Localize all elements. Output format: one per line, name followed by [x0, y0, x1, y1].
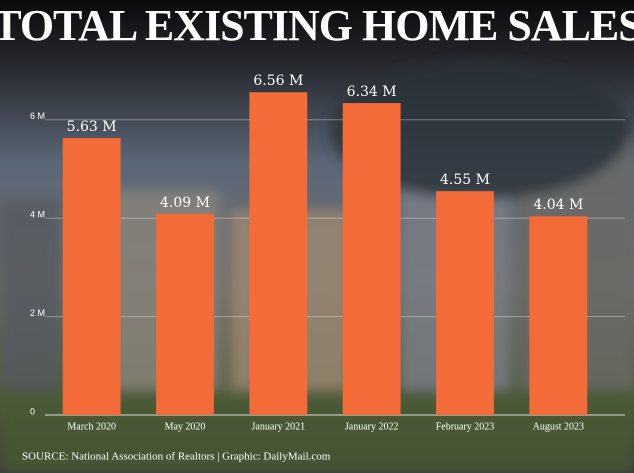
chart-title: TOTAL EXISTING HOME SALES: [0, 1, 634, 50]
x-tick-label: August 2023: [533, 421, 584, 432]
y-tick-label: 0: [30, 406, 35, 416]
value-label: 5.63 M: [67, 119, 117, 135]
x-tick-label: March 2020: [67, 421, 116, 432]
x-tick-label: January 2022: [345, 421, 399, 432]
bar: [249, 92, 308, 416]
value-label: 4.09 M: [160, 195, 210, 211]
value-label: 6.34 M: [347, 84, 397, 100]
bar: [62, 138, 121, 415]
bar: [156, 213, 214, 415]
x-tick-label: February 2023: [436, 421, 495, 432]
value-label: 4.55 M: [440, 172, 490, 188]
source: SOURCE: National Association of Realtors…: [22, 451, 331, 463]
x-tick-label: January 2021: [252, 421, 306, 432]
y-tick-label: 4 M: [30, 210, 45, 220]
bar: [529, 216, 588, 415]
bar: [436, 191, 494, 415]
bar: [342, 103, 401, 416]
value-label: 4.04 M: [533, 197, 583, 213]
x-tick-label: May 2020: [165, 421, 206, 432]
y-tick-label: 2 M: [30, 308, 45, 318]
y-tick-label: 6 M: [30, 111, 45, 121]
value-label: 6.56 M: [253, 73, 303, 89]
